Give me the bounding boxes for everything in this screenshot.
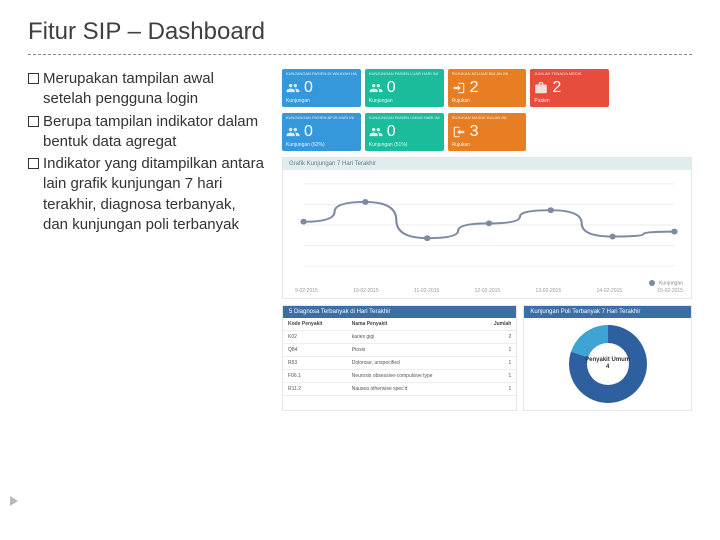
donut-chart: Penyakit Umum 4 (569, 325, 647, 403)
users-icon (286, 125, 300, 139)
card-value: 0 (304, 124, 313, 140)
line-chart-panel: Grafik Kunjungan 7 Hari Terakhir Kunjung… (282, 157, 692, 299)
table-cell: 1 (477, 344, 516, 357)
card-label: Rujukan (452, 99, 523, 105)
dashboard-preview: KUNJUNGAN PASIEN DI WILAYAH HARI INI 0 Kun… (282, 69, 692, 411)
x-tick-label: 15-02-2015 (657, 288, 683, 294)
table-cell: R53 (283, 357, 347, 370)
exit-icon (452, 81, 466, 95)
stat-cards-row-1: KUNJUNGAN PASIEN DI WILAYAH HARI INI 0 Kun… (282, 69, 692, 107)
card-header: RUJUKAN MASUK BULAN INI (452, 115, 523, 120)
table-cell: Nausea otherwise spec'd (347, 383, 477, 396)
bottom-panels: 5 Diagnosa Terbanyak di Hari Terakhir Ko… (282, 305, 692, 411)
slide-title: Fitur SIP – Dashboard (28, 18, 692, 55)
card-label: Pasien (534, 99, 605, 105)
table-cell: F06.1 (283, 370, 347, 383)
chart-x-axis: 9-02-2015 10-02-2015 11-02-2015 12-02-2015 1… (283, 288, 691, 298)
card-header: RUJUKAN KELUAR BULAN INI (452, 71, 523, 76)
diagnosis-table: Kode PenyakitNama PenyakitJumlahK02karie… (283, 318, 516, 396)
line-chart-svg (295, 176, 683, 274)
card-value: 0 (387, 80, 396, 96)
slide-marker-icon (10, 496, 18, 506)
checkbox-icon (28, 73, 39, 84)
slide-content: Merupakan tampilan awal setelah pengguna… (28, 69, 692, 411)
card-label: Rujukan (452, 143, 523, 149)
stat-card[interactable]: KUNJUNGAN PASIEN DI WILAYAH HARI INI 0 Kun… (282, 69, 361, 107)
card-header: KUNJUNGAN PASIEN BPJS HARI INI (286, 115, 357, 120)
users-icon (369, 125, 383, 139)
stat-card[interactable]: RUJUKAN MASUK BULAN INI 3 Rujukan (448, 113, 527, 151)
stat-card[interactable]: RUJUKAN KELUAR BULAN INI 2 Rujukan (448, 69, 527, 107)
donut-center-label: Penyakit Umum 4 (569, 325, 647, 403)
users-icon (286, 81, 300, 95)
table-cell: Dolorose, unspecified (347, 357, 477, 370)
x-tick-label: 10-02-2015 (353, 288, 379, 294)
donut-wrap: Penyakit Umum 4 (524, 318, 691, 410)
table-column-header: Nama Penyakit (347, 318, 477, 331)
card-label: Kunjungan (369, 99, 440, 105)
diagnosis-table-panel: 5 Diagnosa Terbanyak di Hari Terakhir Ko… (282, 305, 517, 411)
chart-header: Grafik Kunjungan 7 Hari Terakhir (283, 158, 691, 170)
table-column-header: Jumlah (477, 318, 516, 331)
bullet-list: Merupakan tampilan awal setelah pengguna… (28, 69, 264, 411)
card-header: JUMLAH TENAGA MEDIS (534, 71, 605, 76)
bullet-item: Merupakan tampilan awal setelah pengguna… (28, 69, 264, 110)
panel-header: 5 Diagnosa Terbanyak di Hari Terakhir (283, 306, 516, 318)
table-row[interactable]: F06.1Neurosis obsessive-compulsive type1 (283, 370, 516, 383)
card-header: KUNJUNGAN PASIEN DI WILAYAH HARI INI (286, 71, 357, 76)
table-cell: Neurosis obsessive-compulsive type (347, 370, 477, 383)
x-tick-label: 14-02-2015 (596, 288, 622, 294)
table-cell: 1 (477, 370, 516, 383)
stat-cards-row-2: KUNJUNGAN PASIEN BPJS HARI INI 0 Kunjungan… (282, 113, 692, 151)
table-row[interactable]: K02karies gigi2 (283, 331, 516, 344)
table-cell: 1 (477, 357, 516, 370)
stat-card[interactable]: KUNJUNGAN PASIEN UMUM HARI INI 0 Kunjungan… (365, 113, 444, 151)
donut-chart-panel: Kunjungan Poli Terbanyak 7 Hari Terakhir… (523, 305, 692, 411)
table-cell: karies gigi (347, 331, 477, 344)
briefcase-icon (534, 81, 548, 95)
table-row[interactable]: R53Dolorose, unspecified1 (283, 357, 516, 370)
table-cell: R11.2 (283, 383, 347, 396)
card-value: 0 (304, 80, 313, 96)
stat-card[interactable]: JUMLAH TENAGA MEDIS 2 Pasien (530, 69, 609, 107)
bullet-text: Merupakan tampilan awal setelah pengguna… (43, 69, 264, 110)
card-value: 3 (470, 124, 479, 140)
card-label: Kunjungan (286, 99, 357, 105)
stat-card[interactable]: KUNJUNGAN PASIEN BPJS HARI INI 0 Kunjungan… (282, 113, 361, 151)
x-tick-label: 9-02-2015 (295, 288, 318, 294)
card-label: Kunjungan (62%) (286, 143, 357, 149)
table-cell: Ptosis (347, 344, 477, 357)
x-tick-label: 11-02-2015 (414, 288, 439, 294)
panel-header: Kunjungan Poli Terbanyak 7 Hari Terakhir (524, 306, 691, 318)
stat-card[interactable]: KUNJUNGAN PASIEN LUAR HARI INI 0 Kunjungan (365, 69, 444, 107)
table-column-header: Kode Penyakit (283, 318, 347, 331)
table-row[interactable]: R11.2Nausea otherwise spec'd1 (283, 383, 516, 396)
chart-body: Kunjungan (283, 170, 691, 288)
card-label: Kunjungan (51%) (369, 143, 440, 149)
table-cell: 1 (477, 383, 516, 396)
bullet-item: Indikator yang ditampilkan antara lain g… (28, 154, 264, 235)
checkbox-icon (28, 116, 39, 127)
table-cell: K02 (283, 331, 347, 344)
table-cell: Q84 (283, 344, 347, 357)
table-row[interactable]: Q84Ptosis1 (283, 344, 516, 357)
card-value: 2 (552, 80, 561, 96)
card-value: 2 (470, 80, 479, 96)
bullet-item: Berupa tampilan indikator dalam bentuk d… (28, 112, 264, 153)
card-header: KUNJUNGAN PASIEN UMUM HARI INI (369, 115, 440, 120)
bullet-text: Berupa tampilan indikator dalam bentuk d… (43, 112, 264, 153)
chart-legend: Kunjungan (649, 280, 683, 286)
checkbox-icon (28, 158, 39, 169)
bullet-text: Indikator yang ditampilkan antara lain g… (43, 154, 264, 235)
table-cell: 2 (477, 331, 516, 344)
users-icon (369, 81, 383, 95)
enter-icon (452, 125, 466, 139)
card-value: 0 (387, 124, 396, 140)
x-tick-label: 12-02-2015 (475, 288, 501, 294)
card-header: KUNJUNGAN PASIEN LUAR HARI INI (369, 71, 440, 76)
x-tick-label: 13-02-2015 (536, 288, 562, 294)
